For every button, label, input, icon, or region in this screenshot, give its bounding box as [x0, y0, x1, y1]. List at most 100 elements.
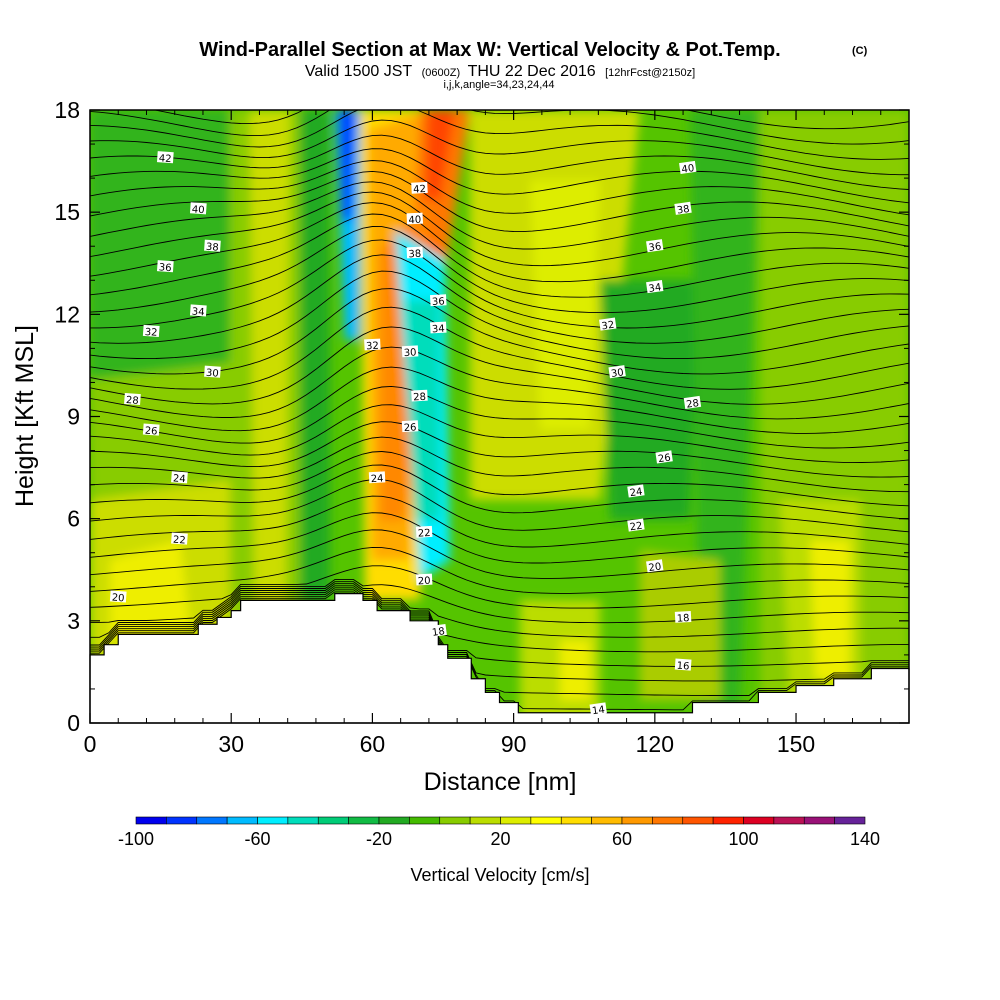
contour-label-box: [156, 260, 174, 273]
y-tick-label: 15: [54, 199, 80, 225]
contour-label-box: [406, 212, 424, 225]
colorbar-swatch: [317, 816, 349, 825]
contour-label: 40: [679, 160, 697, 176]
contour-label-text: 34: [648, 282, 662, 295]
theta-contour-line: [90, 385, 909, 449]
theta-contour-line: [90, 202, 909, 283]
contour-label-box: [142, 423, 160, 436]
contour-label-text: 34: [191, 306, 204, 318]
x-axis-label: Distance [nm]: [424, 768, 577, 796]
contour-label-box: [679, 160, 697, 174]
contour-label-text: 38: [206, 242, 219, 254]
theta-contour-line: [90, 529, 909, 579]
contour-label-text: 40: [681, 163, 695, 176]
theta-contour-line: [90, 589, 909, 696]
contour-label-text: 24: [371, 473, 384, 485]
contour-label-text: 18: [431, 626, 445, 639]
contour-label-box: [415, 525, 433, 538]
contour-label: 24: [171, 471, 188, 485]
contour-label-box: [368, 471, 386, 484]
theta-contour-line: [90, 587, 909, 682]
contour-label-box: [646, 280, 664, 294]
contour-label-text: 16: [676, 661, 689, 673]
contour-label: 32: [599, 317, 617, 332]
theta-contour-line: [90, 191, 909, 267]
contour-label-text: 34: [432, 324, 445, 336]
contour-label: 18: [429, 623, 447, 639]
contour-label: 32: [142, 324, 160, 339]
potential-temperature-contours: [90, 110, 909, 711]
contour-label: 26: [142, 423, 160, 438]
contour-label-text: 36: [432, 296, 445, 308]
contour-label: 36: [429, 294, 447, 308]
contour-label: 28: [411, 389, 428, 403]
colorbar-swatch: [135, 816, 167, 825]
theta-contour-line: [90, 581, 909, 638]
theta-contour-line: [90, 170, 909, 233]
contour-label: 30: [204, 365, 221, 380]
colorbar-swatch: [500, 816, 532, 825]
colorbar-swatch: [409, 816, 441, 825]
theta-contour-line: [90, 583, 909, 653]
colorbar-tick-label: 60: [612, 829, 632, 849]
colorbar-tick-label: 140: [850, 829, 880, 849]
contour-label-text: 40: [191, 204, 204, 216]
contour-label-box: [204, 365, 221, 378]
x-tick-label: 90: [501, 731, 527, 757]
theta-contour-line: [90, 512, 909, 564]
contour-label: 42: [411, 181, 428, 196]
theta-contour-line: [90, 579, 909, 624]
y-tick-label: 0: [67, 710, 80, 736]
theta-contour-line: [90, 326, 909, 405]
theta-contour-line: [90, 436, 909, 493]
contour-label-box: [589, 702, 607, 716]
contour-label-text: 26: [657, 453, 671, 466]
contour-label: 32: [364, 338, 381, 352]
x-tick-label: 0: [84, 731, 97, 757]
contour-label: 42: [156, 151, 174, 165]
colorbar: -100 -60 -20 20 60 100 140: [118, 816, 880, 849]
contour-label: 38: [674, 201, 692, 217]
contour-label-box: [627, 484, 645, 498]
colorbar-swatch: [591, 816, 623, 825]
contour-label: 30: [401, 345, 419, 359]
contour-label-box: [171, 532, 188, 545]
contour-label-box: [406, 246, 424, 259]
x-tick-label: 150: [777, 731, 815, 757]
contour-label-box: [674, 201, 692, 215]
terrain: [89, 592, 910, 724]
y-tick-label: 18: [54, 97, 80, 123]
colorbar-swatch: [226, 816, 258, 825]
contour-label: 22: [171, 532, 188, 547]
colorbar-swatch: [621, 816, 653, 825]
contour-label-box: [646, 559, 664, 573]
contour-label: 24: [368, 471, 386, 485]
contour-label-box: [608, 365, 626, 379]
contour-label-text: 28: [126, 395, 139, 407]
contour-label-text: 36: [648, 241, 662, 254]
contour-label: 40: [406, 212, 424, 226]
contour-label: 20: [646, 559, 664, 574]
theta-contour-line: [90, 110, 909, 160]
contour-label-text: 20: [418, 576, 431, 588]
contour-label-text: 24: [629, 487, 643, 500]
contour-label-text: 42: [413, 184, 426, 196]
contour-label: 36: [156, 260, 174, 274]
chart-title-suffix: (C): [852, 45, 868, 57]
colorbar-label: Vertical Velocity [cm/s]: [410, 865, 589, 885]
contour-label-box: [599, 317, 617, 331]
colorbar-tick-label: -20: [366, 829, 392, 849]
chart-title: Wind-Parallel Section at Max W: Vertical…: [199, 39, 780, 61]
contour-label: 34: [429, 321, 447, 336]
theta-contour-line: [90, 226, 909, 314]
contour-label-box: [415, 573, 433, 586]
contour-label-box: [204, 239, 221, 252]
colorbar-swatch: [196, 816, 228, 825]
contour-label-box: [364, 338, 381, 351]
colorbar-swatch: [469, 816, 501, 825]
colorbar-tick-label: -60: [244, 829, 270, 849]
x-tick-label: 60: [360, 731, 386, 757]
theta-contour-line: [90, 346, 909, 420]
colorbar-swatch: [743, 816, 775, 825]
contour-label-box: [124, 392, 141, 406]
